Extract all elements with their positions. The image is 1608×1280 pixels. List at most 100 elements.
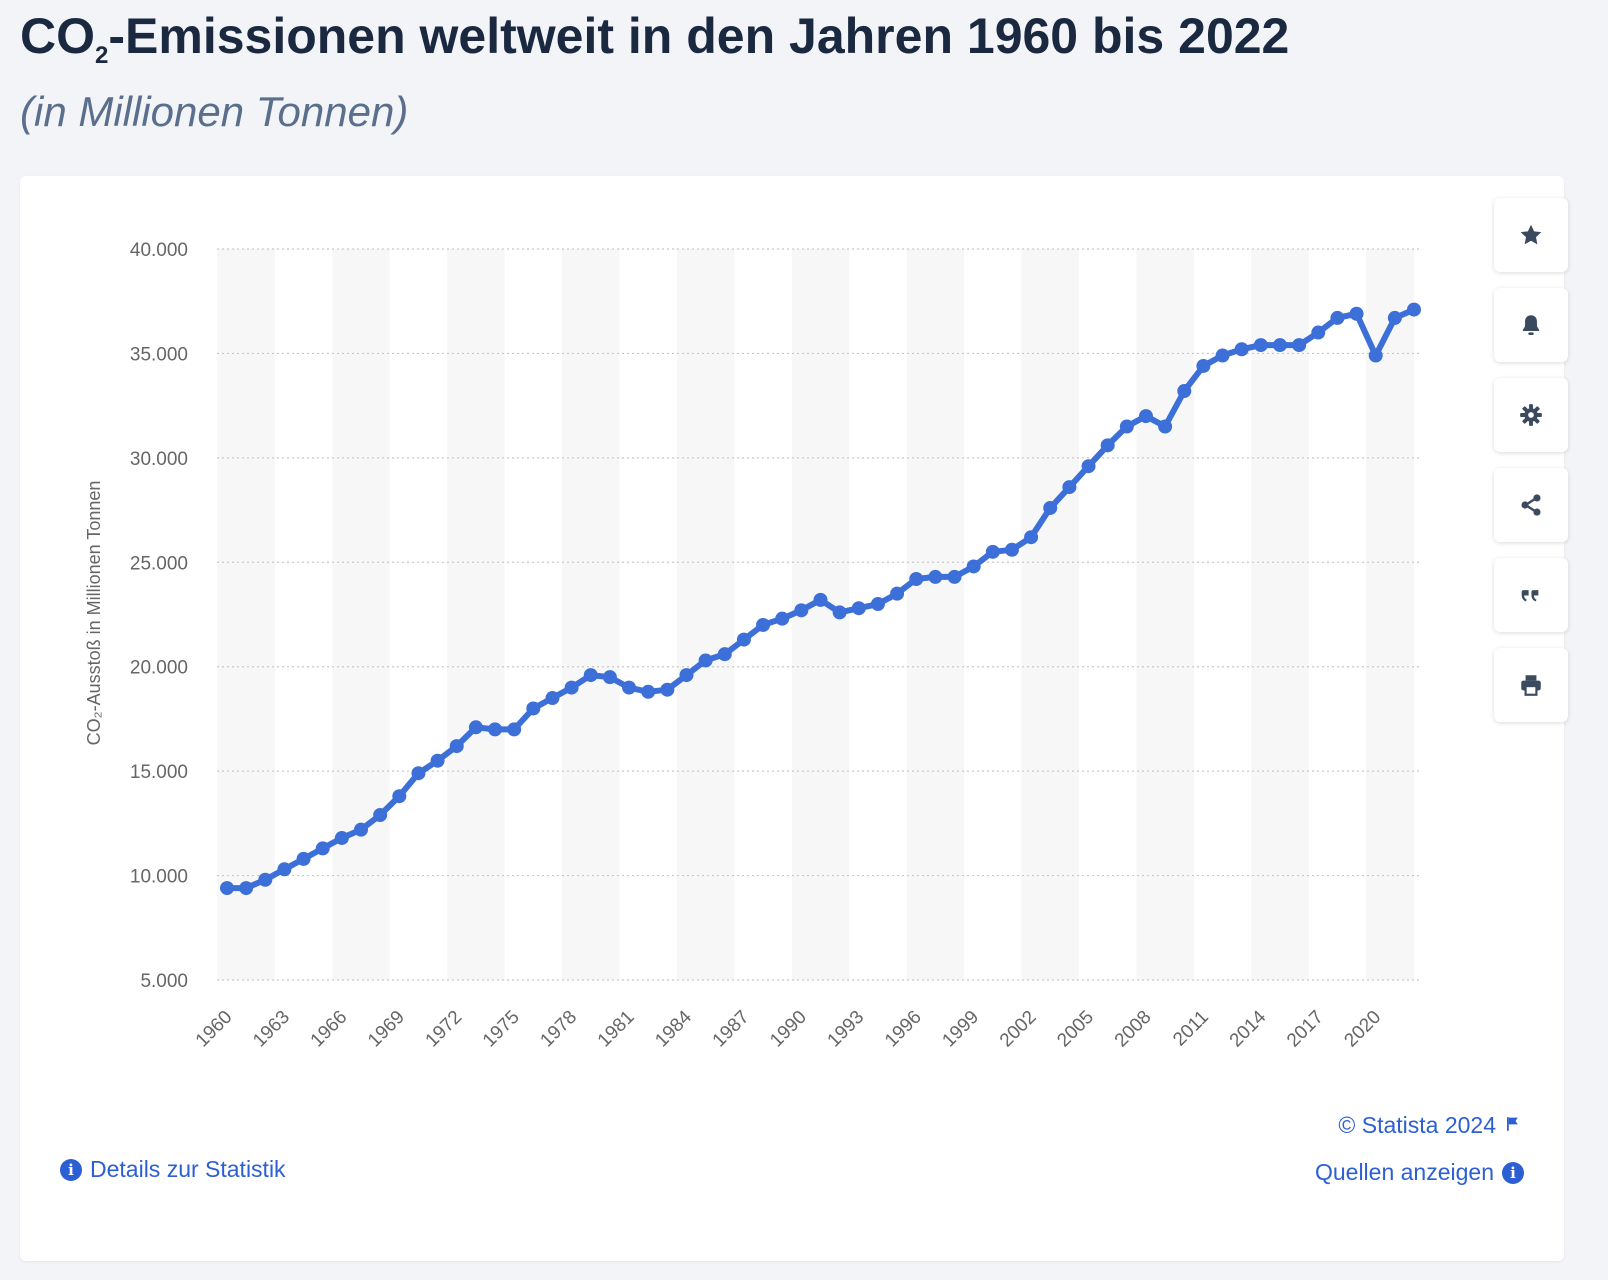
data-point [1407, 302, 1421, 317]
sources-link[interactable]: Quellen anzeigen i [1315, 1159, 1524, 1186]
data-point [1158, 419, 1173, 434]
data-point [1368, 348, 1383, 363]
flag-icon [1504, 1112, 1522, 1139]
bell-icon [1522, 315, 1540, 335]
settings-button[interactable] [1494, 378, 1568, 452]
data-point [1349, 306, 1364, 321]
y-tick-label: 20.000 [130, 658, 188, 679]
sources-label: Quellen anzeigen [1314, 1159, 1494, 1185]
data-point [679, 668, 694, 683]
x-tick-label: 1996 [881, 1007, 926, 1052]
data-point [354, 822, 369, 837]
data-point [1024, 530, 1039, 545]
data-point [1215, 348, 1230, 363]
data-point [1100, 438, 1115, 453]
info-icon: i [1502, 1161, 1524, 1184]
data-point [1043, 500, 1058, 515]
data-point [736, 632, 751, 647]
favorite-button[interactable] [1494, 198, 1568, 272]
data-point [832, 605, 847, 620]
share-button[interactable] [1494, 468, 1568, 542]
data-point [507, 722, 522, 737]
x-tick-label: 1978 [536, 1007, 581, 1052]
data-point [1004, 542, 1019, 557]
year-band [1251, 249, 1309, 980]
data-point [794, 603, 809, 618]
x-tick-label: 2005 [1053, 1007, 1098, 1052]
data-point [851, 601, 866, 616]
x-tick-label: 1987 [709, 1007, 754, 1052]
x-tick-label: 1981 [594, 1007, 639, 1052]
data-point [775, 611, 790, 626]
copyright-label: © Statista 2024 [1338, 1112, 1496, 1138]
y-tick-label: 15.000 [130, 762, 188, 783]
copyright-link[interactable]: © Statista 2024 [1338, 1112, 1522, 1139]
data-point [947, 569, 962, 584]
year-band [906, 249, 965, 980]
x-tick-label: 1984 [651, 1006, 696, 1051]
details-link[interactable]: i Details zur Statistik [60, 1156, 286, 1183]
x-tick-label: 1963 [249, 1007, 294, 1052]
data-point [392, 789, 407, 804]
data-point [1119, 419, 1134, 434]
data-point [1196, 358, 1211, 373]
y-tick-label: 35.000 [130, 344, 188, 365]
x-tick-label: 2002 [996, 1007, 1041, 1052]
x-tick-label: 1975 [479, 1007, 524, 1052]
data-point [583, 668, 598, 683]
quote-icon [1521, 590, 1539, 602]
year-band [562, 249, 620, 980]
x-tick-label: 2017 [1283, 1007, 1328, 1052]
year-band [1021, 249, 1079, 980]
year-band [447, 249, 505, 980]
year-band [676, 249, 735, 980]
y-tick-label: 40.000 [130, 240, 188, 261]
page-subtitle: (in Millionen Tonnen) [20, 88, 409, 135]
gear-icon [1520, 404, 1542, 426]
x-tick-label: 2014 [1226, 1006, 1271, 1051]
x-tick-label: 1990 [766, 1007, 811, 1052]
data-point [1253, 338, 1268, 353]
data-point [698, 653, 713, 668]
x-tick-label: 2008 [1111, 1007, 1156, 1052]
info-icon: i [60, 1158, 82, 1181]
y-axis-label: CO₂-Ausstoß in Millionen Tonnen [84, 481, 104, 746]
data-point [660, 682, 675, 697]
data-point [220, 881, 234, 896]
year-band [1366, 249, 1414, 980]
data-point [449, 739, 464, 754]
data-point [813, 592, 828, 607]
y-tick-label: 5.000 [140, 971, 188, 992]
data-point [1330, 310, 1345, 325]
data-point [756, 617, 771, 632]
data-point [870, 597, 885, 612]
star-icon [1520, 224, 1542, 245]
data-point [277, 862, 292, 877]
x-tick-label: 1960 [192, 1007, 237, 1052]
data-point [1272, 338, 1287, 353]
cite-button[interactable] [1494, 558, 1568, 632]
data-point [1292, 338, 1307, 353]
alert-button[interactable] [1494, 288, 1568, 362]
page-title: CO2-Emissionen weltweit in den Jahren 19… [20, 8, 1290, 69]
data-point [430, 753, 445, 768]
share-icon [1521, 494, 1541, 516]
y-tick-label: 30.000 [130, 449, 188, 470]
data-point [1234, 342, 1249, 357]
data-point [622, 680, 637, 695]
year-band [1136, 249, 1194, 980]
data-point [373, 808, 388, 823]
data-point [966, 559, 981, 574]
data-point [258, 872, 273, 887]
data-point [526, 701, 541, 716]
x-tick-label: 1999 [938, 1007, 983, 1052]
data-point [488, 722, 503, 737]
print-button[interactable] [1494, 648, 1568, 722]
data-point [296, 851, 311, 866]
data-point [1081, 459, 1096, 474]
x-tick-label: 2020 [1340, 1007, 1385, 1052]
line-chart: 5.000 10.000 15.000 20.000 25.000 30.000 35.00… [84, 240, 1422, 1052]
data-point [717, 647, 732, 662]
data-point [545, 691, 560, 706]
x-tick-label: 1966 [307, 1007, 352, 1052]
